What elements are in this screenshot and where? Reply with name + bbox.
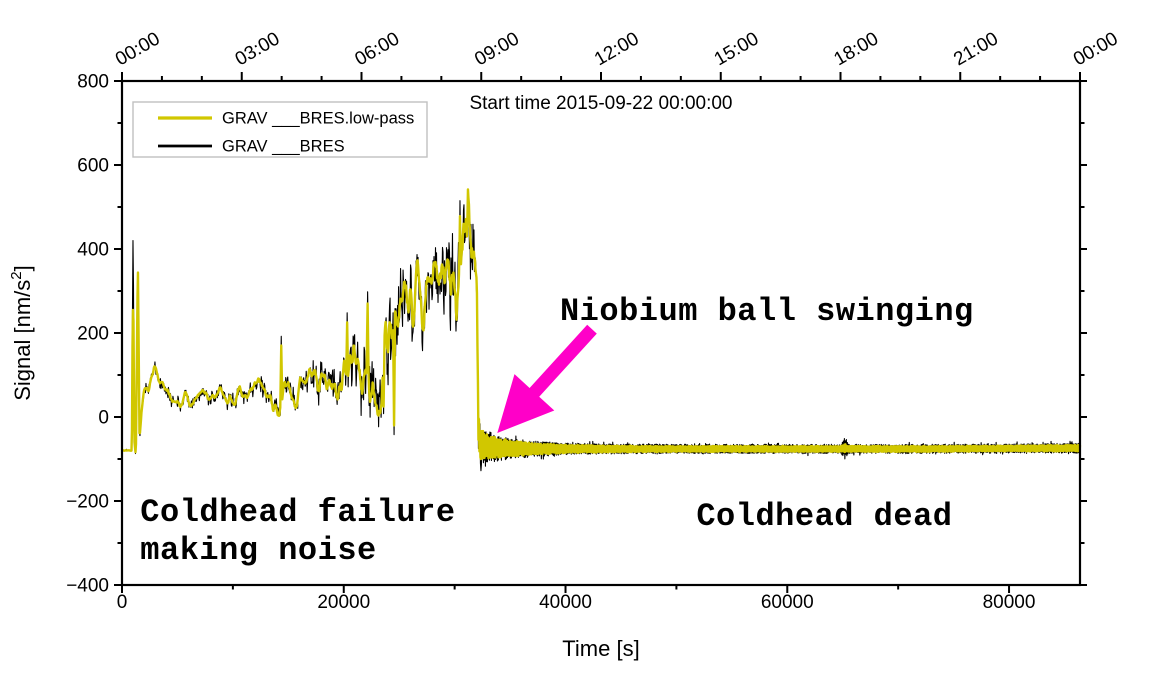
top-time-tick-label: 00:00: [112, 28, 164, 70]
legend-box: GRAV ___BRES.low-pass GRAV ___BRES: [132, 101, 428, 158]
series-lowpass-grav-bres: [121, 188, 1082, 461]
x-tick-label: 40000: [539, 592, 592, 613]
top-time-tick-label: 00:00: [1070, 28, 1122, 70]
chart-title: Start time 2015-09-22 00:00:00: [469, 93, 732, 114]
annotation-coldhead-failure: making noise: [140, 532, 376, 569]
x-tick-label: 60000: [761, 592, 814, 613]
annotations-layer: Niobium ball swinging Coldhead failuremak…: [140, 293, 973, 569]
x-tick-label: 80000: [983, 592, 1036, 613]
y-tick-label: 0: [98, 408, 109, 429]
legend-item-label: GRAV ___BRES.low-pass: [222, 110, 414, 128]
top-time-tick-label: 09:00: [471, 28, 523, 70]
x-tick-label: 0: [117, 592, 128, 613]
top-time-tick-label: 21:00: [950, 28, 1002, 70]
x-axis-title: Time [s]: [562, 636, 639, 661]
top-time-tick-label: 15:00: [711, 28, 763, 70]
series-layer: [121, 188, 1082, 472]
y-axis-title-text: Signal [nm/s2]: [8, 265, 35, 401]
y-tick-label: 800: [77, 72, 109, 93]
niobium-pointer-arrow: [497, 324, 597, 433]
top-time-tick-label: 06:00: [352, 28, 404, 70]
y-tick-label: −400: [66, 576, 109, 597]
top-time-tick-label: 03:00: [232, 28, 284, 70]
top-time-tick-label: 18:00: [831, 28, 883, 70]
legend-item-label: GRAV ___BRES: [222, 138, 345, 156]
annotation-coldhead-failure: Coldhead failure: [140, 494, 455, 531]
y-tick-label: 400: [77, 240, 109, 261]
legend-frame: [132, 101, 428, 158]
annotation-coldhead-dead: Coldhead dead: [696, 498, 952, 535]
y-axis-title: Signal [nm/s2]: [8, 265, 35, 401]
y-tick-label: 200: [77, 324, 109, 345]
x-tick-label: 20000: [317, 592, 370, 613]
top-time-tick-label: 12:00: [591, 28, 643, 70]
annotation-niobium-ball: Niobium ball swinging: [560, 293, 974, 330]
series-raw-grav-bres: [121, 194, 1081, 472]
y-tick-label: −200: [66, 492, 109, 513]
y-tick-label: 600: [77, 156, 109, 177]
